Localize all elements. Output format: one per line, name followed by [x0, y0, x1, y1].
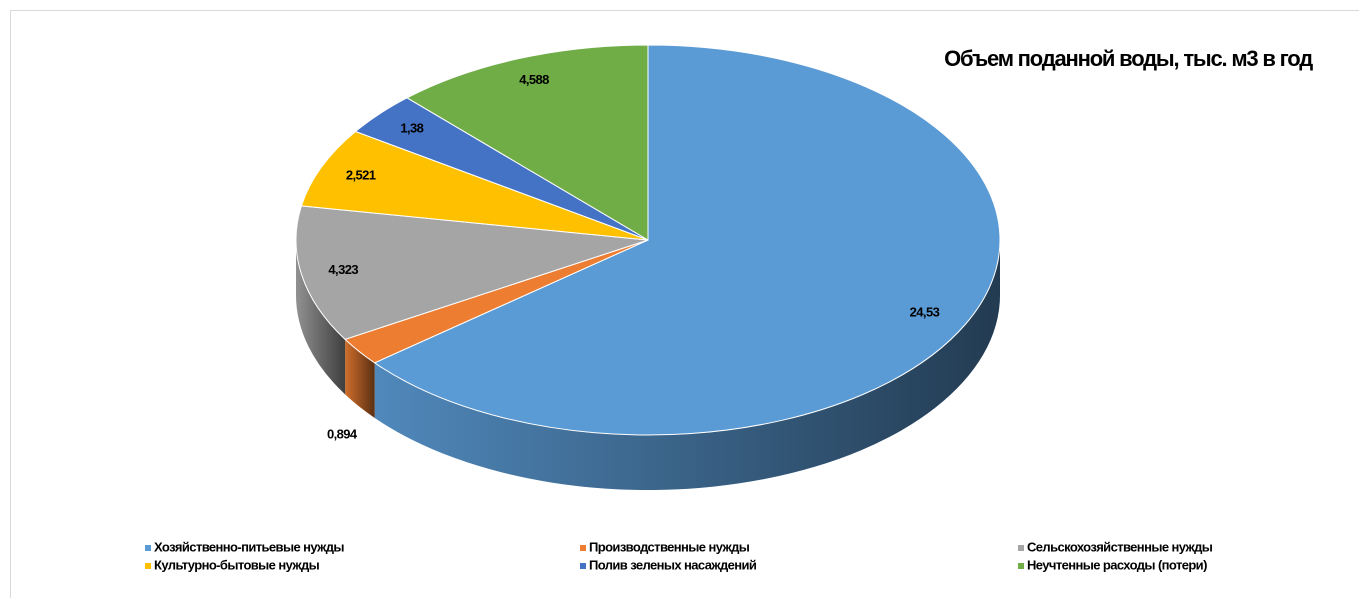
legend-swatch [1018, 563, 1024, 569]
data-label: 24,53 [910, 304, 940, 319]
data-label: 4,588 [519, 72, 549, 87]
chart-title: Объем поданной воды, тыс. м3 в год [944, 46, 1313, 71]
legend-label: Хозяйственно-питьевые нужды [154, 539, 344, 554]
legend-label: Сельскохозяйственные нужды [1027, 539, 1213, 554]
data-label: 2,521 [346, 167, 376, 182]
slice-side-shade [374, 240, 1000, 491]
slice [300, 130, 649, 241]
data-label: 4,323 [328, 262, 358, 277]
legend-swatch [580, 545, 586, 551]
slice [406, 44, 649, 241]
legend-label: Культурно-бытовые нужды [154, 557, 320, 572]
legend-label: Неучтенные расходы (потери) [1027, 557, 1207, 572]
legend-label: Производственные нужды [589, 539, 750, 554]
slice [295, 205, 649, 340]
slice [373, 44, 1001, 436]
legend-swatch [145, 563, 151, 569]
slice-side-shade [296, 240, 346, 395]
legend-label: Полив зеленых насаждений [589, 557, 757, 572]
data-label: 0,894 [327, 427, 358, 442]
legend-swatch [145, 545, 151, 551]
legend-swatch [580, 563, 586, 569]
data-label: 1,38 [400, 120, 423, 135]
legend-swatch [1018, 545, 1024, 551]
slice-side-shade [345, 339, 375, 418]
